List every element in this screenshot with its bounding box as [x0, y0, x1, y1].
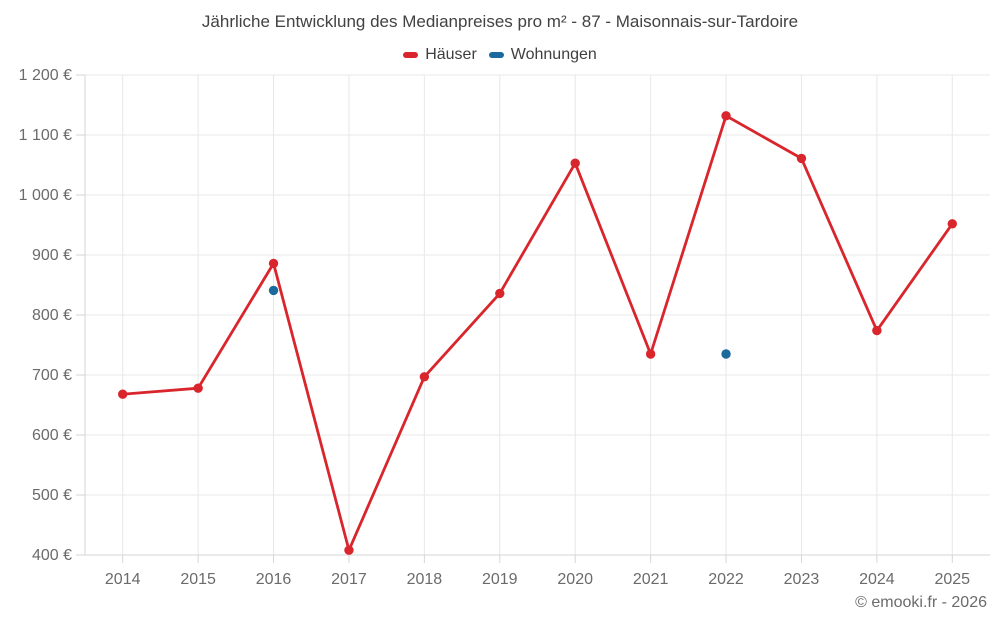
- x-tick-label: 2015: [180, 571, 216, 588]
- x-tick-label: 2025: [934, 571, 970, 588]
- data-point-häuser-2021[interactable]: [645, 349, 656, 359]
- y-tick-label: 700 €: [32, 367, 72, 384]
- x-tick-label: 2018: [407, 571, 443, 588]
- data-point-häuser-2020[interactable]: [570, 158, 580, 168]
- data-point-häuser-2014[interactable]: [118, 389, 128, 399]
- y-tick-label: 1 100 €: [19, 127, 72, 144]
- y-tick-label: 500 €: [32, 487, 72, 504]
- data-point-häuser-2015[interactable]: [193, 383, 203, 393]
- x-tick-label: 2020: [557, 571, 593, 588]
- x-tick-label: 2021: [633, 571, 669, 588]
- data-point-häuser-2025[interactable]: [947, 219, 957, 229]
- x-tick-label: 2024: [859, 571, 895, 588]
- y-tick-label: 1 000 €: [19, 187, 72, 204]
- y-tick-label: 800 €: [32, 307, 72, 324]
- x-tick-label: 2019: [482, 571, 518, 588]
- x-tick-label: 2023: [784, 571, 820, 588]
- y-tick-label: 600 €: [32, 427, 72, 444]
- y-tick-label: 400 €: [32, 547, 72, 564]
- data-point-häuser-2023[interactable]: [796, 153, 807, 164]
- wohnungen-series-swatch-icon: [488, 52, 504, 58]
- data-point-häuser-2019[interactable]: [495, 288, 505, 299]
- data-point-häuser-2017[interactable]: [344, 545, 354, 555]
- legend-item-haeuser[interactable]: Häuser: [403, 46, 477, 64]
- legend-label-haeuser: Häuser: [425, 46, 477, 63]
- data-point-häuser-2018[interactable]: [419, 372, 430, 382]
- data-point-häuser-2024[interactable]: [872, 325, 882, 336]
- haeuser-series-swatch-icon: [403, 52, 419, 58]
- chart-title: Jährliche Entwicklung des Medianpreises …: [201, 12, 799, 31]
- x-tick-label: 2014: [105, 571, 141, 588]
- data-point-häuser-2016[interactable]: [268, 258, 279, 269]
- data-point-wohnungen-2016[interactable]: [268, 285, 279, 296]
- legend-item-wohnungen[interactable]: Wohnungen: [488, 46, 597, 64]
- data-point-wohnungen-2022[interactable]: [721, 349, 731, 359]
- x-tick-label: 2016: [256, 571, 292, 588]
- data-point-häuser-2022[interactable]: [721, 111, 731, 121]
- chart-legend: Häuser Wohnungen: [0, 46, 1000, 64]
- copyright-notice: © emooki.fr - 2026: [855, 594, 987, 611]
- x-tick-label: 2022: [708, 571, 744, 588]
- y-tick-label: 900 €: [32, 247, 72, 264]
- legend-label-wohnungen: Wohnungen: [510, 46, 597, 63]
- x-tick-label: 2017: [331, 571, 367, 588]
- y-tick-label: 1 200 €: [19, 67, 72, 84]
- series-line-häuser: [121, 114, 954, 552]
